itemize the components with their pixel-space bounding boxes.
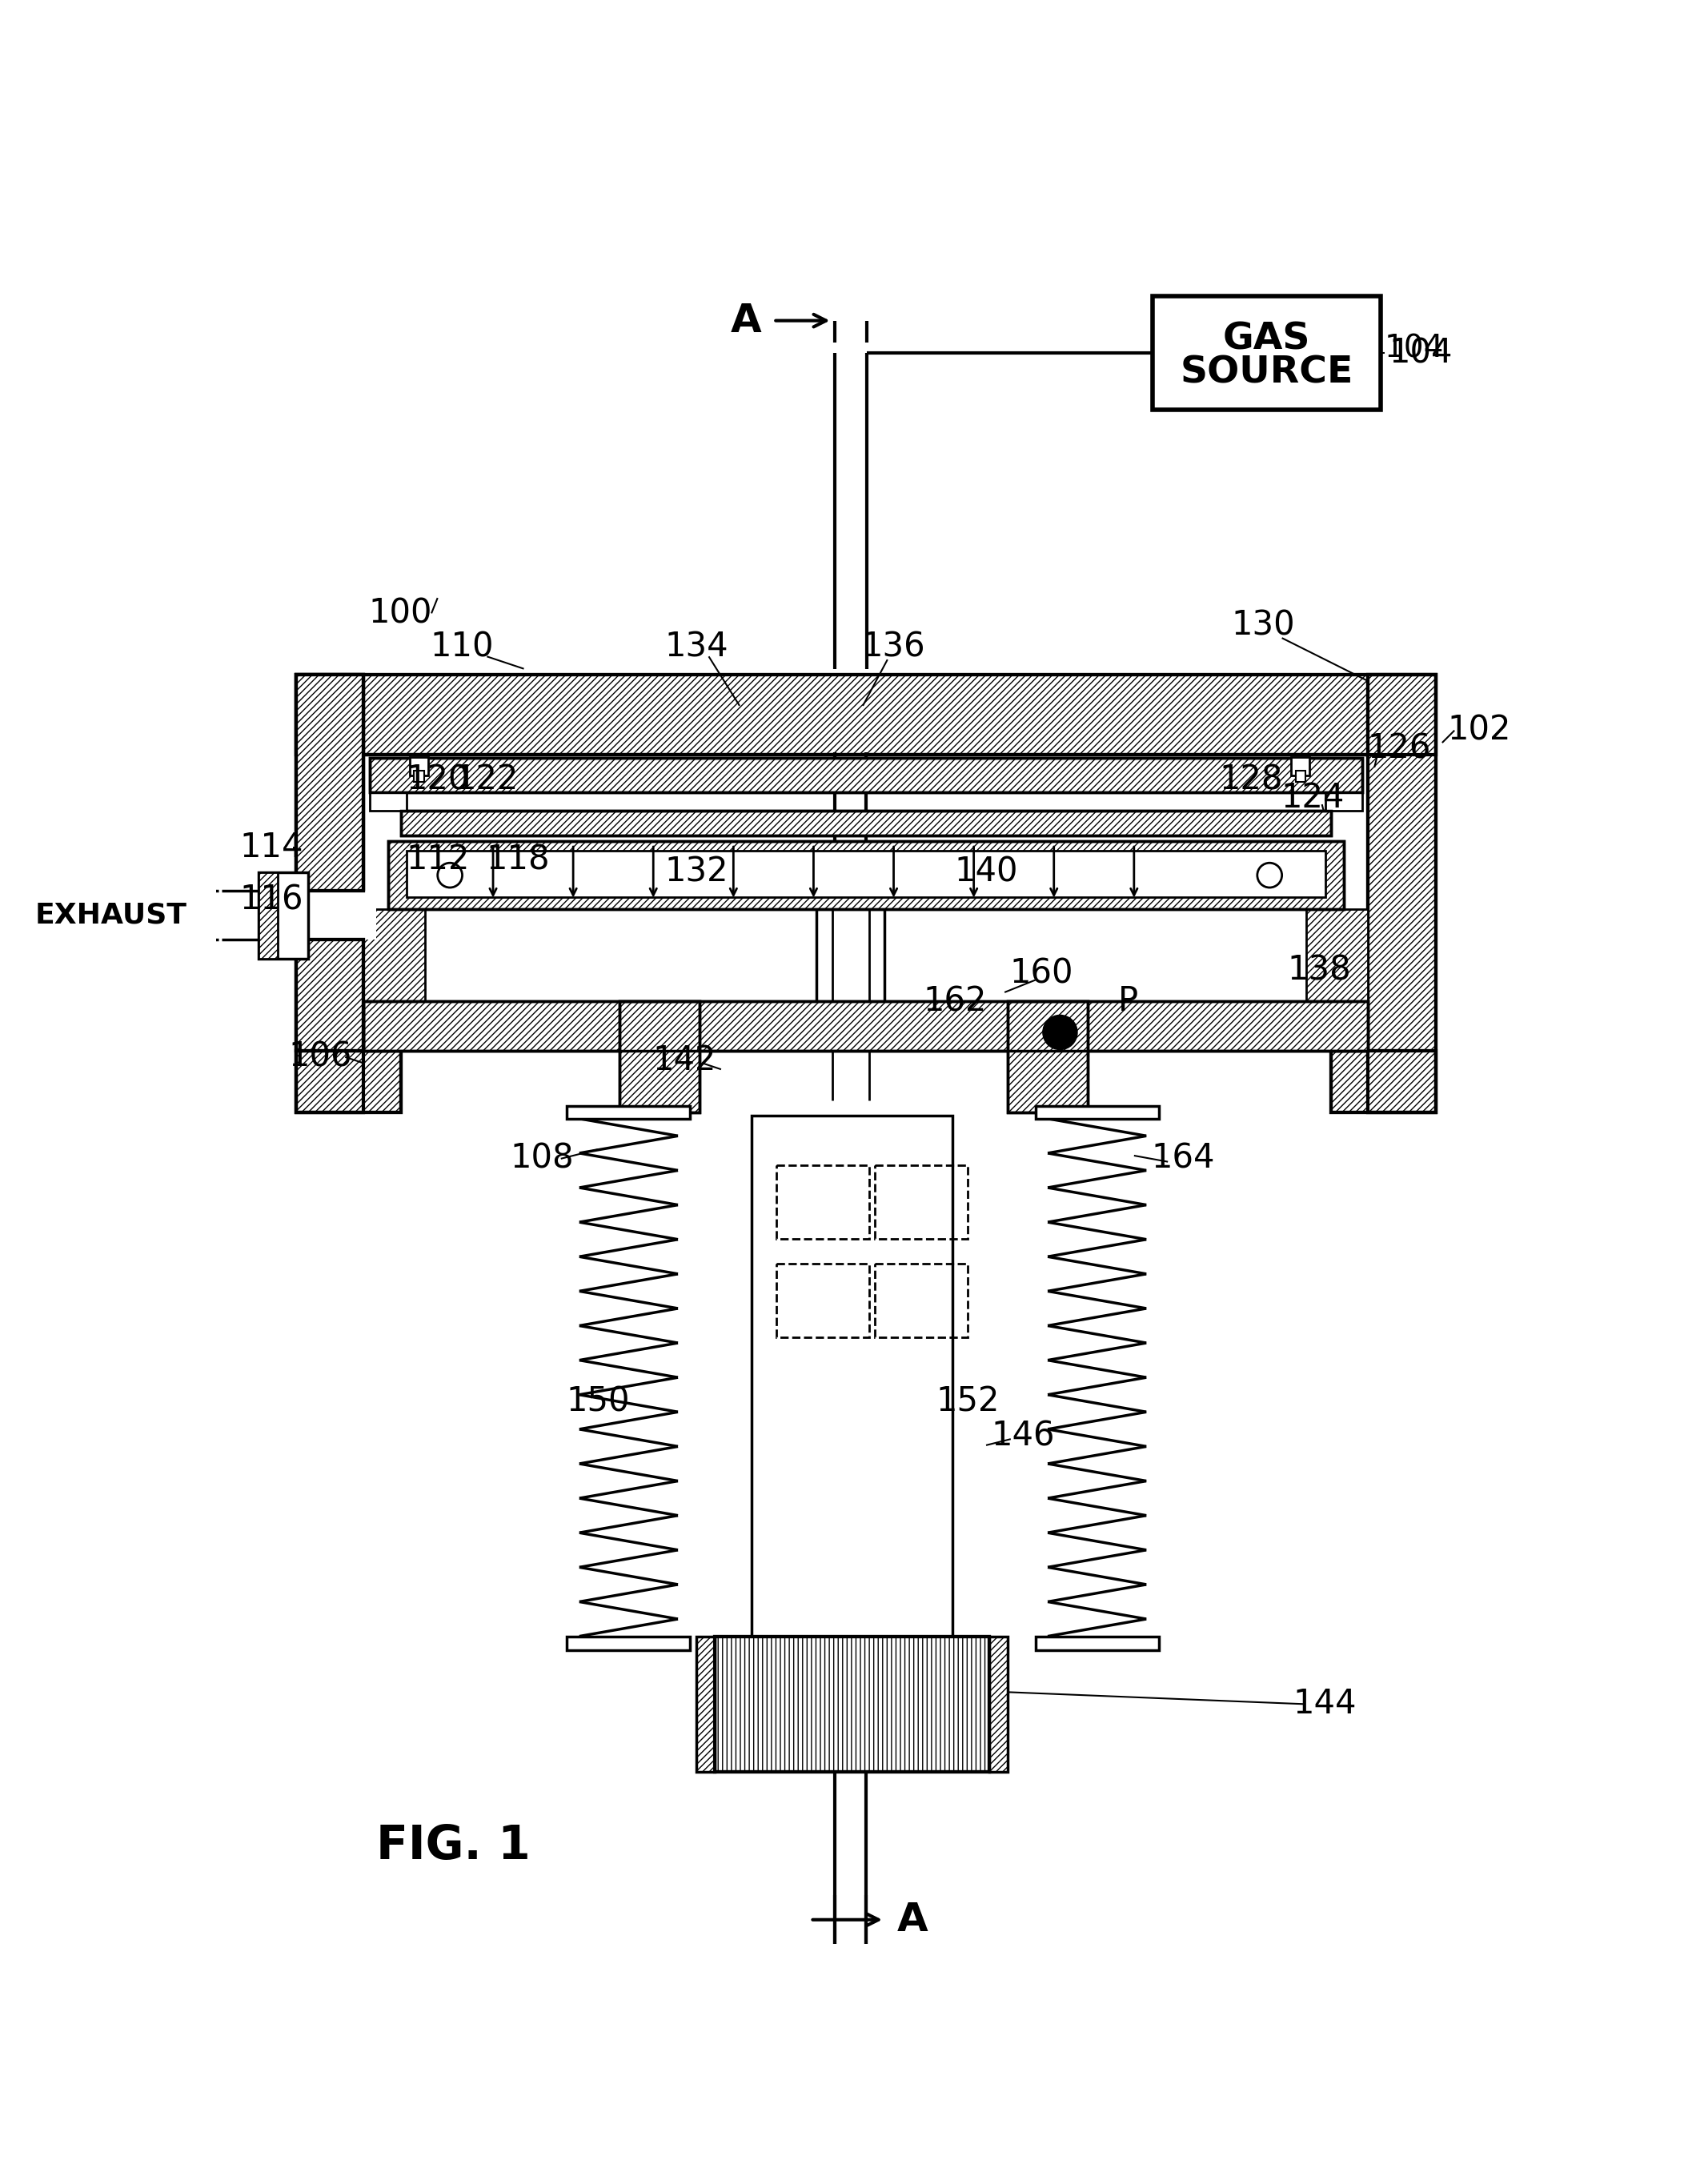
Bar [296,675,364,891]
Bar [371,758,1362,793]
Text: A: A [897,1900,927,1939]
Text: 140: 140 [954,856,1019,889]
Text: 128: 128 [1220,762,1283,797]
Bar [296,1051,401,1112]
Bar [619,1002,699,1112]
Text: 138: 138 [1288,954,1350,987]
Bar [1332,1051,1437,1112]
Bar [296,891,376,939]
Text: 152: 152 [936,1385,1000,1420]
Text: 162: 162 [924,985,986,1018]
Bar [371,793,406,810]
Text: 110: 110 [430,631,494,664]
Text: FIG. 1: FIG. 1 [376,1824,530,1870]
Bar [401,810,1332,834]
Bar [567,1107,690,1118]
Bar [387,841,1343,909]
Text: 160: 160 [1010,957,1073,992]
Bar [697,1636,716,1771]
Bar [1008,1002,1088,1112]
Bar [1369,675,1437,1112]
Text: A: A [731,301,761,341]
Text: P: P [1118,985,1139,1018]
Bar [875,1265,968,1337]
Bar [296,675,1437,756]
Bar [1332,1051,1437,1112]
Text: 100: 100 [369,596,433,631]
Text: 164: 164 [1152,1142,1215,1175]
Text: 142: 142 [653,1044,716,1077]
Bar [364,756,1369,1051]
Text: 136: 136 [861,631,926,664]
Text: 132: 132 [665,856,728,889]
Text: 134: 134 [665,631,728,664]
Bar [1291,758,1310,775]
Bar [716,1636,990,1771]
Bar [371,758,1362,793]
Text: GAS: GAS [1223,321,1310,358]
Text: 108: 108 [511,1142,574,1175]
Bar [364,909,425,1051]
Text: 150: 150 [567,1385,629,1420]
Bar [401,810,1332,834]
Bar [777,1164,870,1238]
Text: 114: 114 [239,830,303,865]
Bar [296,675,364,1112]
Text: EXHAUST: EXHAUST [36,902,188,928]
Bar [1152,297,1381,411]
Bar [1036,1636,1159,1649]
Polygon shape [12,867,210,965]
Circle shape [1042,1016,1078,1051]
Bar [751,1116,953,1636]
Text: 146: 146 [992,1420,1054,1452]
Text: 102: 102 [1447,714,1511,747]
Text: 104: 104 [1384,334,1445,363]
Bar [364,1002,1369,1051]
Bar [619,1002,699,1112]
Bar [1325,793,1362,810]
Bar [777,1265,870,1337]
Text: 112: 112 [406,843,469,876]
Bar [296,675,364,891]
Bar [415,771,425,782]
Text: 144: 144 [1293,1688,1357,1721]
Text: 122: 122 [455,762,519,797]
Bar [409,758,428,775]
Bar [296,1051,401,1112]
Bar [875,1164,968,1238]
Bar [364,1002,1369,1051]
Bar [1296,771,1305,782]
Bar [406,850,1325,898]
Bar [296,939,364,1051]
Bar [716,1636,990,1771]
Text: 120: 120 [406,762,469,797]
Bar [296,675,1437,756]
Bar [259,871,308,959]
Bar [1369,675,1437,1112]
Text: 126: 126 [1367,732,1431,767]
Text: 118: 118 [486,843,550,876]
Bar [1036,1107,1159,1118]
Text: 106: 106 [289,1040,352,1075]
Text: 116: 116 [239,882,303,917]
Bar [1306,909,1369,1051]
Text: 104: 104 [1389,336,1452,369]
Bar [296,675,364,1112]
Bar [387,841,1343,909]
Text: 130: 130 [1232,609,1296,642]
Bar [1008,1002,1088,1112]
Text: 124: 124 [1281,782,1345,815]
Text: SOURCE: SOURCE [1179,356,1354,391]
Bar [259,871,277,959]
Bar [296,939,364,1051]
Bar [990,1636,1008,1771]
Bar [567,1636,690,1649]
